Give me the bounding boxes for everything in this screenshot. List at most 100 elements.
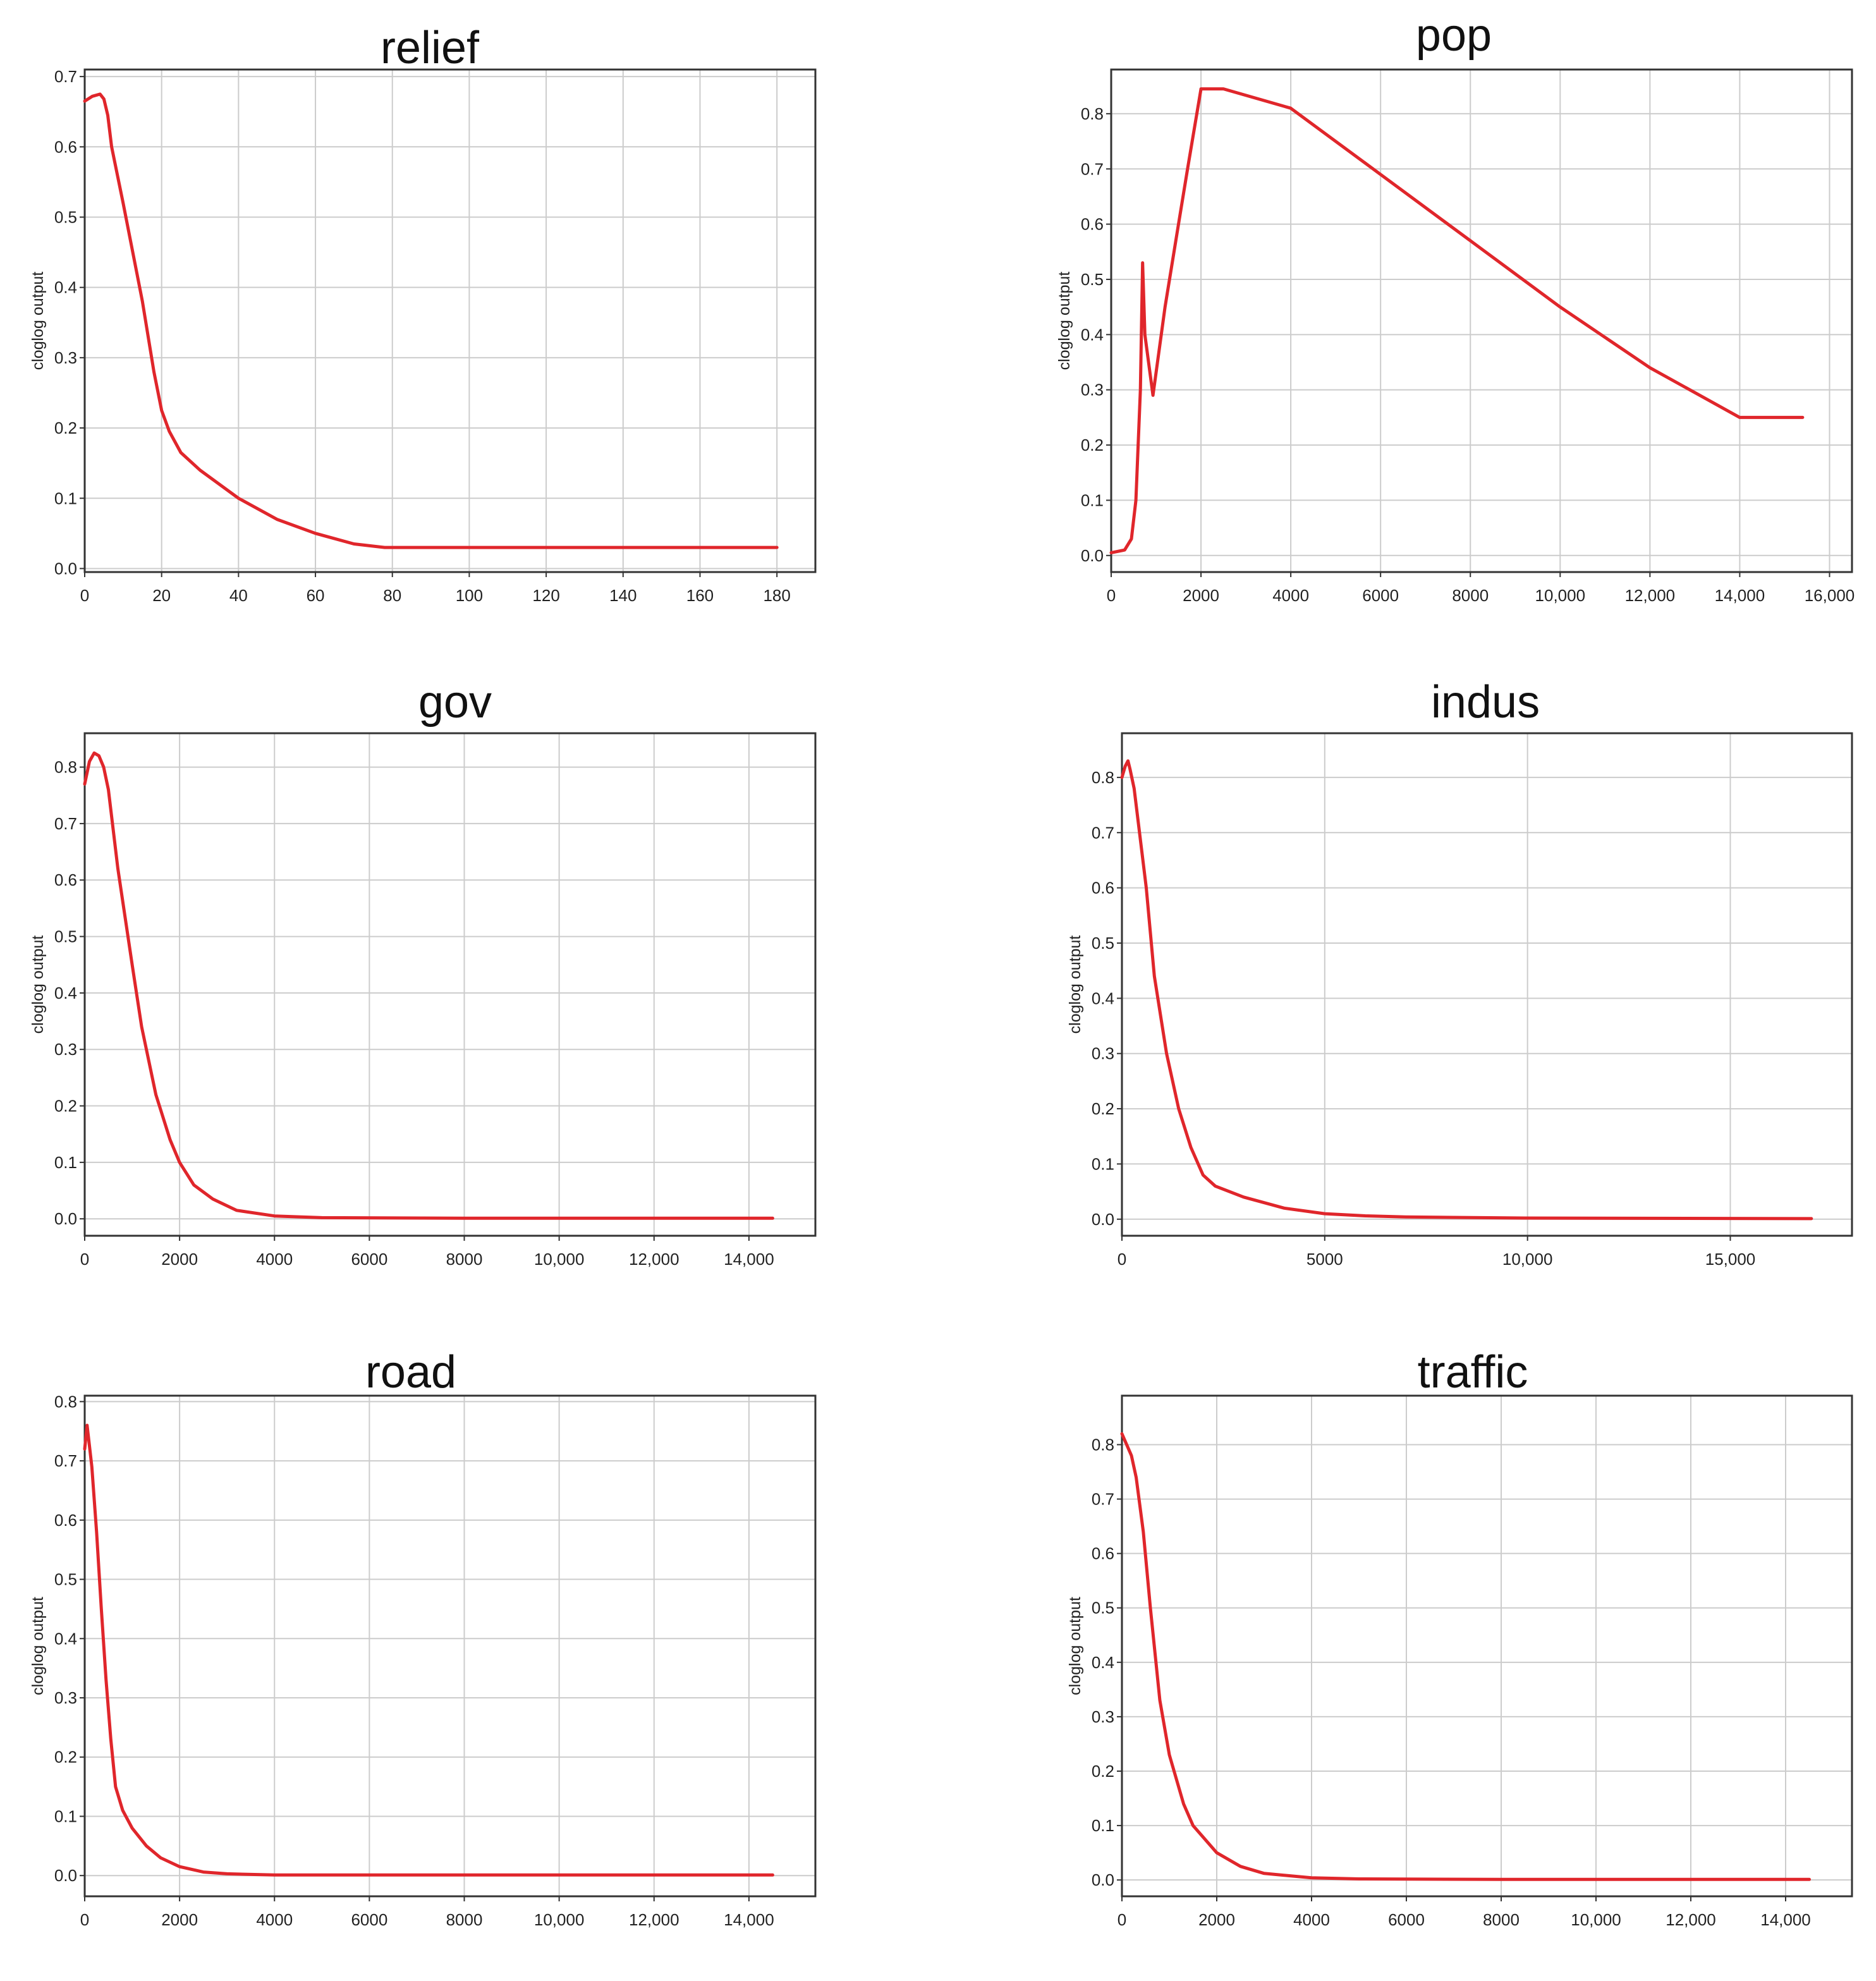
series-line-gov bbox=[83, 751, 774, 1220]
y-tick-label-pop: 0.7 bbox=[1081, 159, 1104, 178]
series-line-traffic bbox=[1120, 1432, 1811, 1881]
x-tick-label-indus: 5000 bbox=[1306, 1250, 1343, 1269]
chart-panel-relief: 0 20 40 60 80 100 120 140 160 180 0.0 0.1 0.2 0.3 0.4 0… bbox=[29, 23, 817, 605]
y-tick-label-gov: 0.1 bbox=[54, 1153, 77, 1172]
x-tick-label-road: 10,000 bbox=[534, 1910, 585, 1929]
plot-area-pop bbox=[1111, 70, 1852, 572]
plot-frame-gov bbox=[83, 732, 817, 1237]
chart-panel-gov: 0 2000 4000 6000 8000 10,000 12,000 14,000 0.0 0.… bbox=[29, 677, 817, 1269]
x-tick-label-pop: 16,000 bbox=[1805, 586, 1855, 605]
x-tick-label-relief: 120 bbox=[532, 586, 559, 605]
y-tick-label-pop: 0.6 bbox=[1081, 215, 1104, 234]
x-tick-label-gov: 10,000 bbox=[534, 1250, 585, 1269]
y-tick-label-traffic: 0.5 bbox=[1092, 1599, 1114, 1618]
x-tick-label-traffic: 12,000 bbox=[1666, 1910, 1716, 1929]
x-tick-label-relief: 180 bbox=[763, 586, 790, 605]
x-tick-label-relief: 0 bbox=[80, 586, 89, 605]
x-tick-label-pop: 4000 bbox=[1272, 586, 1309, 605]
chart-panel-traffic: 0 2000 4000 6000 8000 10,000 12,000 14,000 0.0 0.… bbox=[1066, 1347, 1853, 1929]
chart-title-traffic: traffic bbox=[1418, 1347, 1528, 1398]
y-tick-label-relief: 0.3 bbox=[54, 348, 77, 367]
y-tick-label-traffic: 0.2 bbox=[1092, 1762, 1114, 1781]
plot-frame-relief bbox=[83, 68, 817, 573]
x-tick-label-road: 4000 bbox=[256, 1910, 293, 1929]
y-tick-label-indus: 0.2 bbox=[1092, 1099, 1114, 1118]
y-tick-label-road: 0.1 bbox=[54, 1807, 77, 1826]
x-tick-label-pop: 14,000 bbox=[1715, 586, 1765, 605]
plot-area-relief bbox=[85, 70, 815, 572]
series-line-road bbox=[83, 1423, 774, 1877]
series-line-indus bbox=[1120, 759, 1813, 1221]
x-tick-label-traffic: 14,000 bbox=[1760, 1910, 1811, 1929]
plot-frame-traffic bbox=[1121, 1394, 1853, 1898]
y-tick-label-traffic: 0.1 bbox=[1092, 1816, 1114, 1835]
y-tick-label-indus: 0.6 bbox=[1092, 879, 1114, 898]
x-tick-label-gov: 6000 bbox=[351, 1250, 387, 1269]
y-tick-label-traffic: 0.0 bbox=[1092, 1870, 1114, 1889]
y-tick-label-gov: 0.6 bbox=[54, 870, 77, 889]
x-tick-label-road: 8000 bbox=[446, 1910, 483, 1929]
x-tick-label-traffic: 6000 bbox=[1388, 1910, 1425, 1929]
y-tick-label-traffic: 0.4 bbox=[1092, 1653, 1114, 1672]
x-tick-label-pop: 12,000 bbox=[1625, 586, 1676, 605]
x-tick-label-relief: 140 bbox=[609, 586, 636, 605]
y-tick-label-pop: 0.8 bbox=[1081, 104, 1104, 123]
plot-frame-pop bbox=[1110, 68, 1853, 573]
chart-title-relief: relief bbox=[381, 23, 480, 73]
x-tick-label-traffic: 4000 bbox=[1293, 1910, 1330, 1929]
x-tick-label-road: 14,000 bbox=[724, 1910, 774, 1929]
y-tick-label-gov: 0.7 bbox=[54, 814, 77, 833]
y-tick-label-road: 0.2 bbox=[54, 1748, 77, 1767]
x-tick-label-traffic: 0 bbox=[1118, 1910, 1126, 1929]
y-axis-label-indus: cloglog output bbox=[1066, 936, 1084, 1034]
x-tick-label-relief: 40 bbox=[229, 586, 248, 605]
series-line-pop bbox=[1109, 87, 1805, 554]
y-axis-label-traffic: cloglog output bbox=[1066, 1597, 1084, 1695]
y-tick-label-gov: 0.0 bbox=[54, 1209, 77, 1228]
y-tick-label-pop: 0.3 bbox=[1081, 381, 1104, 399]
y-tick-label-gov: 0.3 bbox=[54, 1040, 77, 1059]
x-tick-label-road: 6000 bbox=[351, 1910, 387, 1929]
y-tick-label-road: 0.4 bbox=[54, 1629, 77, 1648]
y-tick-label-relief: 0.7 bbox=[54, 67, 77, 86]
y-tick-label-indus: 0.8 bbox=[1092, 768, 1114, 787]
y-tick-label-indus: 0.0 bbox=[1092, 1210, 1114, 1229]
x-tick-label-relief: 60 bbox=[307, 586, 325, 605]
y-tick-label-relief: 0.2 bbox=[54, 418, 77, 437]
y-tick-label-traffic: 0.7 bbox=[1092, 1490, 1114, 1509]
y-axis-label-relief: cloglog output bbox=[29, 272, 47, 370]
x-tick-label-traffic: 2000 bbox=[1198, 1910, 1235, 1929]
y-tick-label-pop: 0.0 bbox=[1081, 546, 1104, 565]
x-tick-label-pop: 2000 bbox=[1183, 586, 1219, 605]
y-tick-label-pop: 0.4 bbox=[1081, 325, 1104, 344]
y-tick-label-road: 0.3 bbox=[54, 1688, 77, 1707]
y-tick-label-traffic: 0.8 bbox=[1092, 1435, 1114, 1454]
x-tick-label-gov: 8000 bbox=[446, 1250, 483, 1269]
y-tick-label-relief: 0.0 bbox=[54, 559, 77, 578]
chart-panel-road: 0 2000 4000 6000 8000 10,000 12,000 14,000 0.0 0.… bbox=[29, 1347, 817, 1929]
x-tick-label-gov: 2000 bbox=[161, 1250, 198, 1269]
y-tick-label-indus: 0.5 bbox=[1092, 934, 1114, 953]
x-tick-label-relief: 20 bbox=[152, 586, 171, 605]
y-tick-label-pop: 0.1 bbox=[1081, 491, 1104, 509]
x-tick-label-gov: 4000 bbox=[256, 1250, 293, 1269]
plot-area-traffic bbox=[1122, 1396, 1852, 1896]
y-tick-label-road: 0.0 bbox=[54, 1866, 77, 1885]
x-tick-label-traffic: 10,000 bbox=[1571, 1910, 1621, 1929]
y-tick-label-indus: 0.3 bbox=[1092, 1044, 1114, 1063]
chart-title-indus: indus bbox=[1431, 677, 1540, 728]
chart-title-road: road bbox=[365, 1347, 456, 1398]
x-tick-label-road: 0 bbox=[80, 1910, 89, 1929]
y-tick-label-gov: 0.2 bbox=[54, 1097, 77, 1116]
y-tick-label-pop: 0.5 bbox=[1081, 270, 1104, 289]
series-line-relief bbox=[83, 92, 779, 549]
y-axis-label-gov: cloglog output bbox=[29, 936, 47, 1034]
x-tick-label-pop: 10,000 bbox=[1535, 586, 1586, 605]
y-axis-label-road: cloglog output bbox=[29, 1597, 47, 1695]
plot-area-gov bbox=[85, 733, 815, 1236]
x-tick-label-relief: 160 bbox=[686, 586, 714, 605]
y-tick-label-relief: 0.1 bbox=[54, 489, 77, 508]
x-tick-label-relief: 80 bbox=[383, 586, 401, 605]
plot-frame-road bbox=[83, 1394, 817, 1898]
